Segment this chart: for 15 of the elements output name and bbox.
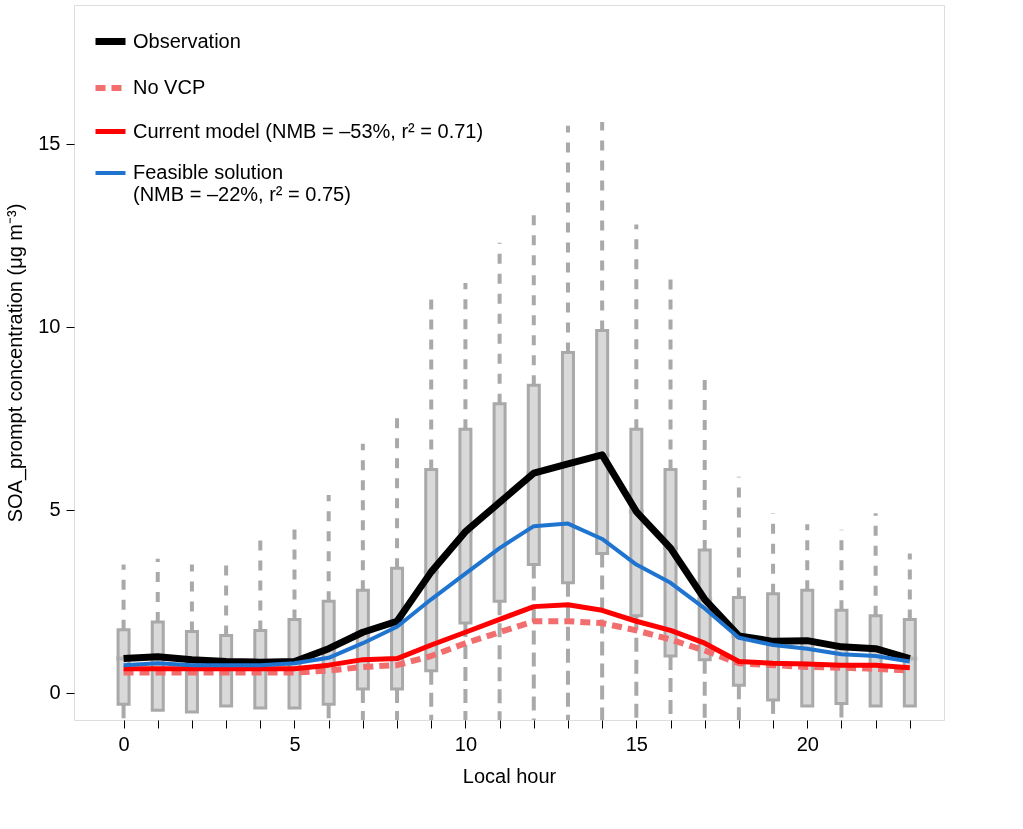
legend-label: No VCP: [133, 76, 206, 98]
x-tick-label: 5: [289, 732, 301, 755]
legend-label: Feasible solution (NMB = –22%, r² = 0.75): [133, 161, 351, 205]
y-tick-label: 0: [49, 681, 61, 704]
x-axis-title: Local hour: [462, 764, 557, 787]
x-tick-label: 15: [625, 732, 648, 755]
y-tick-label: 5: [49, 498, 61, 521]
x-tick-label: 20: [796, 732, 819, 755]
y-tick-label: 15: [38, 132, 61, 155]
y-axis-title: SOA_prompt concentration (μg m⁻³): [4, 203, 28, 523]
x-tick-label: 10: [454, 732, 478, 755]
legend-label: Observation: [133, 29, 241, 52]
legend-label: Current model (NMB = –53%, r² = 0.71): [133, 119, 484, 142]
x-tick-label: 0: [118, 732, 130, 755]
y-tick-label: 10: [38, 315, 61, 338]
